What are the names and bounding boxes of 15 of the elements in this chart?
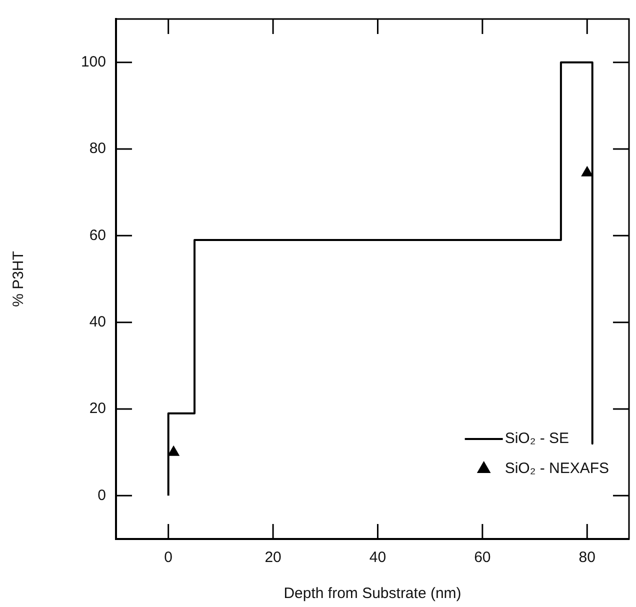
x-tick-label: 80 [578, 549, 596, 566]
y-tick-label: 40 [89, 313, 106, 330]
y-tick-label: 0 [98, 486, 106, 504]
y-tick-label: 80 [89, 140, 106, 158]
x-tick-label: 20 [264, 549, 282, 566]
x-axis-title: Depth from Substrate (nm) [284, 585, 462, 602]
legend-label: SiO₂ - SE [504, 430, 569, 448]
x-tick-label: 0 [164, 549, 173, 566]
y-axis-title: % P3HT [10, 251, 28, 307]
x-tick-label: 60 [474, 549, 491, 566]
y-tick-label: 20 [89, 400, 106, 418]
legend-label: SiO₂ - NEXAFS [504, 460, 610, 478]
y-tick-label: 60 [89, 226, 106, 244]
y-tick-label: 100 [80, 53, 106, 70]
x-tick-label: 40 [369, 549, 386, 566]
